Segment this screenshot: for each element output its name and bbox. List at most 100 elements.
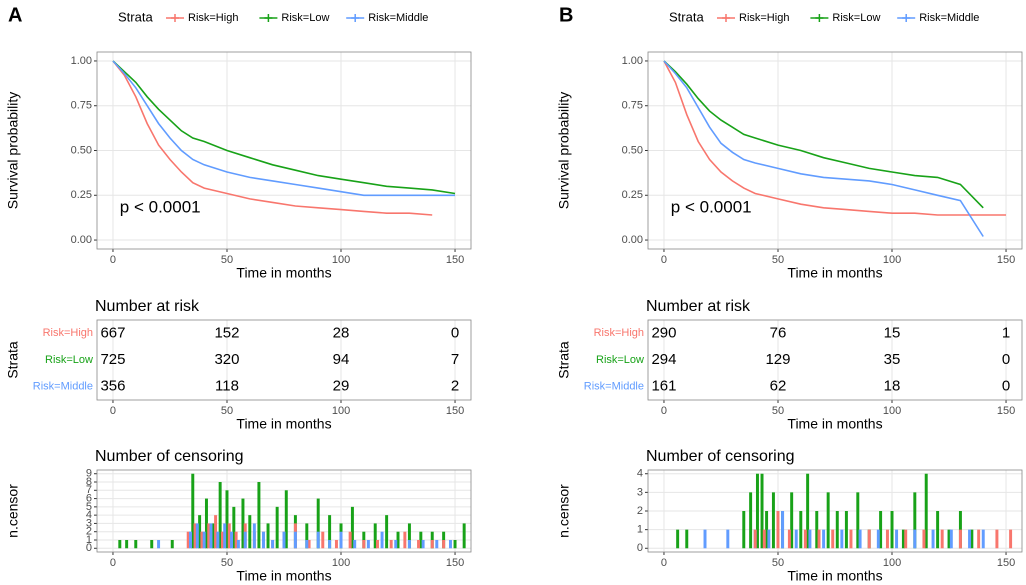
censor-bar [252, 523, 256, 549]
censor-bar [977, 529, 981, 549]
censor-bar [275, 506, 279, 549]
censor-bar [195, 523, 199, 549]
censor-bar [394, 539, 398, 549]
censor-bar [350, 506, 354, 549]
censor-bar [776, 511, 780, 549]
censor-bar [293, 531, 297, 549]
legend-plus [902, 14, 911, 22]
censor-bar [307, 539, 311, 549]
legend-plus [351, 14, 360, 22]
y-tick-label: 0.50 [71, 144, 92, 156]
y-tick-label: 1 [86, 534, 92, 546]
censor-bar [339, 531, 343, 549]
risk-count: 18 [884, 378, 901, 395]
risk-count: 667 [100, 324, 125, 341]
legend-plus [171, 14, 179, 22]
risk-count: 152 [214, 324, 239, 341]
censor-bar [831, 529, 835, 549]
censor-bar [753, 529, 757, 549]
censor-bar [241, 498, 245, 549]
risk-count: 294 [651, 351, 676, 368]
censor-bar [389, 539, 393, 549]
panel-border [647, 319, 1023, 401]
censor-bar [806, 473, 810, 549]
p-value: p < 0.0001 [671, 197, 752, 216]
risk-count: 7 [451, 351, 459, 368]
risk-count: 35 [884, 351, 901, 368]
y-tick-label: 0.75 [622, 100, 643, 112]
censor-bar [781, 511, 785, 549]
y-tick-label: 1.00 [71, 55, 92, 67]
censor-bar [771, 492, 775, 549]
legend-label: Risk=Middle [368, 12, 428, 24]
censor-bar [385, 515, 389, 549]
censor-bar [225, 490, 229, 549]
censor-bar [760, 473, 764, 549]
censor-bar [676, 529, 680, 549]
censor-bar [248, 515, 252, 549]
censor-bar [890, 511, 894, 549]
censor-bar [453, 539, 457, 549]
censor-bar [380, 531, 384, 549]
censor-bar [305, 539, 309, 549]
y-tick-label: 6 [86, 492, 92, 504]
censor-bar [815, 511, 819, 549]
censor-bar [257, 482, 261, 549]
risk-count: 0 [1002, 378, 1010, 395]
panel-border [96, 319, 472, 401]
censor-bar [947, 529, 951, 549]
censor-bar [232, 506, 236, 549]
censor-bar [876, 529, 880, 549]
risk-count: 0 [451, 324, 459, 341]
censor-bar [981, 529, 985, 549]
censor-bar [765, 511, 769, 549]
censor-bar [703, 529, 707, 549]
censor-bar [328, 515, 332, 549]
y-tick-label: 2 [637, 505, 643, 517]
censor-bar [328, 539, 332, 549]
censor-bar [787, 529, 791, 549]
panel-border [96, 51, 472, 250]
censor-bar [1009, 529, 1013, 549]
y-tick-label: 0 [637, 542, 643, 554]
censor-bar [186, 531, 190, 549]
censor-bar [214, 515, 218, 549]
panel-border [647, 51, 1023, 250]
censor-bar [419, 531, 423, 549]
censor-bar [216, 531, 220, 549]
censor-bar [150, 539, 154, 549]
censor-bar [767, 529, 771, 549]
censor-bar [209, 523, 213, 549]
risk-count: 118 [215, 378, 239, 395]
censor-bar [284, 490, 288, 549]
censor-bar [867, 529, 871, 549]
x-tick-label: 150 [446, 557, 464, 569]
risk-count: 76 [770, 324, 787, 341]
y-tick-label: 4 [86, 509, 92, 521]
censor-bar [266, 523, 270, 549]
censor-bar [417, 539, 421, 549]
censor-bar [803, 529, 807, 549]
y-tick-label: 9 [86, 468, 92, 480]
censor-bar [901, 529, 905, 549]
y-tick-label: 0 [86, 542, 92, 554]
x-tick-label: 150 [446, 405, 464, 417]
risk-count: 29 [333, 378, 350, 395]
censor-bar [234, 531, 238, 549]
censor-bar [940, 529, 944, 549]
censor-bar [749, 492, 753, 549]
y-axis-title: n.censor [5, 484, 21, 538]
y-tick-label: 3 [86, 517, 92, 529]
x-tick-label: 50 [221, 405, 233, 417]
x-tick-label: 100 [332, 557, 350, 569]
x-tick-label: 150 [997, 405, 1015, 417]
legend-plus [722, 14, 730, 22]
legend-title: Strata [669, 9, 704, 24]
censor-bar [316, 498, 320, 549]
x-tick-label: 150 [997, 557, 1015, 569]
y-axis-title: Strata [556, 341, 572, 379]
chart-title: Number of censoring [646, 448, 795, 465]
survival-curve [112, 60, 456, 195]
